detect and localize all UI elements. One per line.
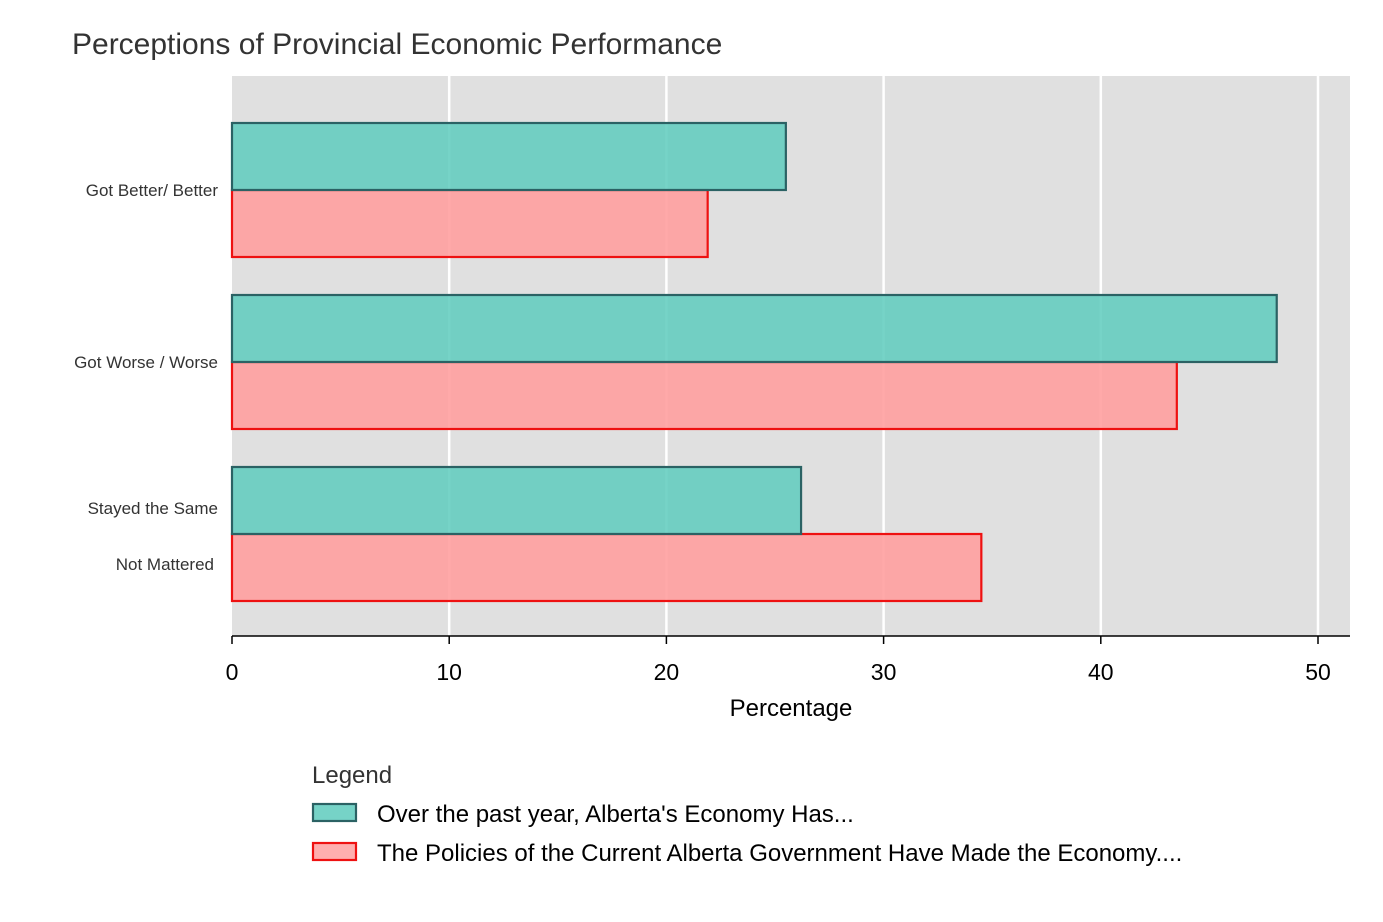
x-tick-label: 0 [226,659,239,685]
x-axis-title: Percentage [730,695,853,722]
legend-swatch [311,802,358,823]
bar [230,532,983,603]
legend-title: Legend [312,762,392,789]
legend-swatch [311,841,358,862]
x-tick-label: 20 [654,659,680,685]
bar [230,293,1278,364]
category-label: Not Mattered [116,555,214,574]
bars [230,121,1278,603]
legend: Legend Over the past year, Alberta's Eco… [311,762,1182,867]
x-tick-label: 40 [1088,659,1114,685]
x-tick-label: 30 [871,659,897,685]
category-label: Stayed the Same [88,499,218,518]
bar [230,188,709,259]
bar [230,360,1178,431]
category-label: Got Better/ Better [86,181,219,200]
legend-label: Over the past year, Alberta's Economy Ha… [377,801,854,828]
bar [230,121,787,192]
chart-title: Perceptions of Provincial Economic Perfo… [72,28,722,61]
x-tick-label: 10 [436,659,462,685]
x-axis-ticks: 0 10 20 30 40 50 [226,636,1331,685]
category-label: Got Worse / Worse [74,353,218,372]
legend-label: The Policies of the Current Alberta Gove… [377,840,1182,867]
x-tick-label: 50 [1305,659,1331,685]
category-labels: Got Better/ Better Got Worse / Worse Staye… [74,181,218,574]
bar [230,465,803,536]
